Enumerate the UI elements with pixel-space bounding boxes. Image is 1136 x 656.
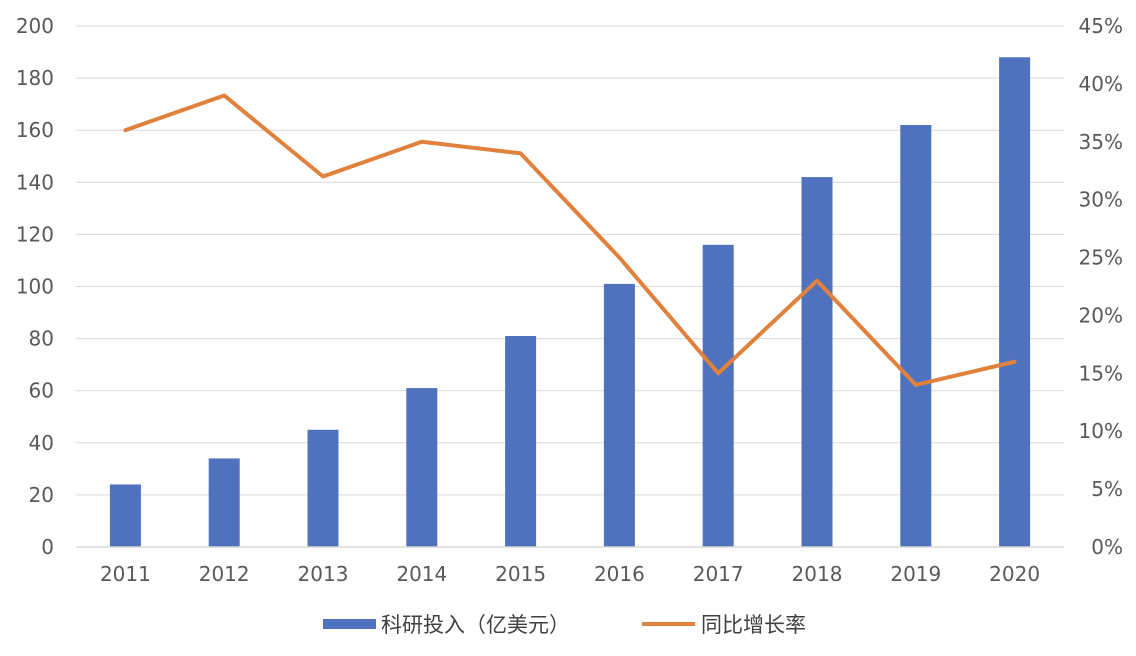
x-axis-tick-label: 2020 <box>989 562 1040 586</box>
gridlines <box>76 25 1064 496</box>
x-axis-tick-label: 2016 <box>594 562 645 586</box>
left-axis-tick-label: 60 <box>29 379 54 403</box>
x-axis-tick-label: 2011 <box>100 562 151 586</box>
right-axis-tick-label: 0% <box>1091 535 1123 559</box>
x-axis-tick-label: 2017 <box>693 562 744 586</box>
legend-bar-swatch <box>323 619 376 629</box>
bar-2012 <box>208 458 240 547</box>
legend-bar-label: 科研投入（亿美元） <box>381 613 570 637</box>
left-axis-tick-label: 140 <box>16 170 54 194</box>
line-series <box>123 93 1017 387</box>
bar-2017 <box>702 244 734 547</box>
right-axis-tick-label: 40% <box>1079 72 1123 96</box>
left-axis-tick-label: 100 <box>16 275 54 299</box>
bar-2013 <box>307 429 339 547</box>
x-axis-tick-label: 2015 <box>495 562 546 586</box>
bar-2018 <box>801 177 833 547</box>
x-axis-tick-label: 2018 <box>792 562 843 586</box>
legend-line-label: 同比增长率 <box>701 613 806 637</box>
left-axis-tick-label: 200 <box>16 14 54 38</box>
right-axis-tick-label: 35% <box>1079 130 1123 154</box>
axes: 0 20 40 60 80 100 120 140 160 180 200 0% 5% 10% 15% 20%… <box>16 14 1123 586</box>
left-axis-tick-label: 180 <box>16 66 54 90</box>
right-axis-tick-label: 15% <box>1079 361 1123 385</box>
growth-rate-line <box>123 93 1017 387</box>
left-axis-tick-label: 40 <box>29 431 54 455</box>
legend: 科研投入（亿美元） 同比增长率 <box>323 613 806 637</box>
x-axis-tick-label: 2012 <box>199 562 250 586</box>
left-axis-tick-label: 0 <box>41 535 54 559</box>
x-axis-tick-label: 2014 <box>396 562 447 586</box>
x-axis-tick-label: 2019 <box>890 562 941 586</box>
left-axis-tick-label: 20 <box>29 483 54 507</box>
left-axis-tick-label: 160 <box>16 118 54 142</box>
bar-2019 <box>900 124 932 548</box>
x-axis-tick-label: 2013 <box>298 562 349 586</box>
right-axis-tick-label: 45% <box>1079 14 1123 38</box>
right-axis-tick-label: 25% <box>1079 246 1123 270</box>
right-axis-tick-label: 20% <box>1079 303 1123 327</box>
bar-2011 <box>109 484 141 547</box>
bar-2014 <box>406 388 438 547</box>
bar-2015 <box>505 335 537 547</box>
right-axis-tick-label: 5% <box>1091 477 1123 501</box>
bar-2016 <box>603 283 635 547</box>
bar-2020 <box>999 57 1031 547</box>
left-axis-tick-label: 120 <box>16 222 54 246</box>
right-axis-tick-label: 30% <box>1079 188 1123 212</box>
bar-series <box>109 57 1031 548</box>
right-axis-tick-label: 10% <box>1079 419 1123 443</box>
left-axis-tick-label: 80 <box>29 327 54 351</box>
